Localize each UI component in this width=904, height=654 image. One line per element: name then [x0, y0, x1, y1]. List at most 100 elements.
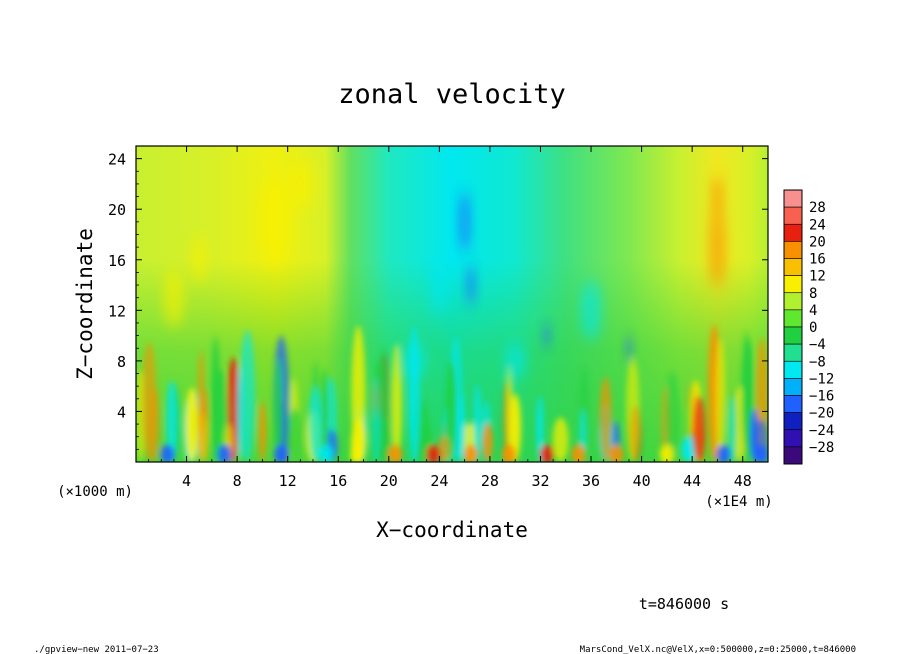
- heatmap-cell: [372, 383, 381, 414]
- heatmap-cell: [539, 444, 554, 462]
- heatmap-cell: [728, 396, 736, 462]
- heatmap-cell: [465, 265, 476, 306]
- colorbar-label: 12: [809, 269, 826, 285]
- heatmap-cell: [217, 444, 232, 462]
- colorbar-label: 0: [809, 320, 817, 336]
- heatmap-cell: [388, 444, 403, 462]
- x-tick-label: 40: [633, 472, 651, 490]
- x-tick-label: 8: [233, 472, 242, 490]
- x-unit-label: (×1E4 m): [705, 494, 772, 510]
- heatmap-cell: [148, 386, 161, 462]
- colorbar-label: −8: [809, 354, 826, 370]
- x-tick-label: 28: [481, 472, 499, 490]
- x-tick-label: 12: [279, 472, 297, 490]
- heatmap-cell: [286, 158, 315, 209]
- colorbar-label: −16: [809, 389, 834, 405]
- heatmap-cell: [160, 444, 175, 462]
- heatmap-cell: [509, 393, 522, 462]
- colorbar-bin: [783, 360, 803, 379]
- heatmap-cell: [711, 176, 724, 217]
- colorbar-label: 24: [809, 217, 826, 233]
- heatmap-cell: [609, 444, 624, 462]
- colorbar-label: −20: [809, 406, 834, 422]
- heatmap-cell: [599, 376, 612, 462]
- x-tick-label: 36: [582, 472, 600, 490]
- y-axis: 4 8 12 16 20 24: [108, 151, 768, 450]
- heatmap-cell: [501, 444, 516, 462]
- heatmap-cell: [163, 267, 184, 328]
- heatmap-cell: [191, 235, 208, 284]
- heatmap-cell: [321, 368, 329, 462]
- heatmap-cells: [136, 158, 768, 462]
- heatmap-cell: [185, 387, 199, 462]
- colorbar-bin: [783, 189, 803, 208]
- y-tick-label: 16: [108, 252, 126, 270]
- heatmap-cell: [681, 436, 696, 462]
- heatmap-cell: [457, 392, 466, 462]
- heatmap-cell: [536, 395, 544, 462]
- x-tick-label: 20: [380, 472, 398, 490]
- heatmap-cell: [463, 444, 478, 462]
- colorbar-bin: [783, 223, 803, 242]
- x-tick-label: 24: [430, 472, 448, 490]
- heatmap-cell: [473, 384, 482, 462]
- y-tick-label: 12: [108, 302, 126, 320]
- y-tick-label: 8: [117, 353, 126, 371]
- heatmap-cell: [257, 176, 294, 267]
- y-tick-label: 24: [108, 151, 126, 169]
- x-tick-label: 48: [734, 472, 752, 490]
- heatmap-cell: [505, 364, 513, 462]
- heatmap-cell: [318, 444, 333, 462]
- heatmap-cell: [692, 396, 706, 462]
- colorbar-label: 28: [809, 200, 826, 216]
- heatmap-cell: [542, 323, 551, 348]
- colorbar-bin: [783, 378, 803, 396]
- heatmap-cell: [197, 350, 205, 462]
- heatmap-cell: [402, 342, 427, 379]
- heatmap-cell: [626, 356, 640, 462]
- y-tick-label: 20: [108, 201, 126, 219]
- colorbar-bin: [783, 206, 803, 225]
- colorbar-bin: [783, 446, 803, 465]
- chart-title: zonal velocity: [338, 79, 566, 110]
- x-tick-label: 44: [683, 472, 701, 490]
- heatmap-cell: [239, 329, 256, 462]
- heatmap-cell: [431, 255, 448, 316]
- y-axis-label: Z−coordinate: [73, 228, 97, 380]
- colorbar-label: 8: [809, 286, 817, 302]
- heatmap-cell: [482, 422, 493, 462]
- colorbar-bin: [783, 326, 803, 345]
- x-tick-label: 4: [182, 472, 191, 490]
- heatmap-cell: [274, 357, 283, 462]
- x-axis: 4 8 12 16 20 24 28 32 36 40 44 48: [148, 146, 756, 490]
- heatmap-cell: [754, 444, 768, 462]
- colorbar-bin: [783, 429, 803, 448]
- footer-left: ./gpview−new 2011−07−23: [34, 645, 159, 654]
- footer-right: MarsCond_VelX.nc@VelX,x=0:500000,z=0:250…: [580, 645, 856, 654]
- colorbar-bin: [783, 275, 803, 294]
- colorbar-bin: [783, 309, 803, 328]
- x-tick-label: 32: [531, 472, 549, 490]
- colorbar-bin: [783, 412, 803, 431]
- heatmap-plot: [136, 146, 768, 462]
- heatmap-cell: [288, 407, 301, 462]
- heatmap-cell: [581, 280, 602, 341]
- heatmap-cell: [709, 207, 726, 288]
- heatmap-cell: [742, 330, 751, 462]
- colorbar-frame: [783, 189, 803, 465]
- heatmap-cell: [391, 343, 403, 462]
- colorbar-bin: [783, 258, 803, 276]
- time-label: t=846000 s: [639, 595, 729, 613]
- heatmap-cell: [715, 338, 726, 462]
- heatmap-cell: [351, 325, 366, 462]
- heatmap-cell: [659, 444, 674, 462]
- colorbar-label: −12: [809, 371, 834, 387]
- colorbar-label: 4: [809, 303, 817, 319]
- heatmap-cell: [688, 384, 697, 413]
- x-axis-label: X−coordinate: [376, 518, 528, 542]
- heatmap-cell: [426, 444, 441, 462]
- colorbar-label: −24: [809, 423, 834, 439]
- colorbar-bin: [783, 241, 803, 259]
